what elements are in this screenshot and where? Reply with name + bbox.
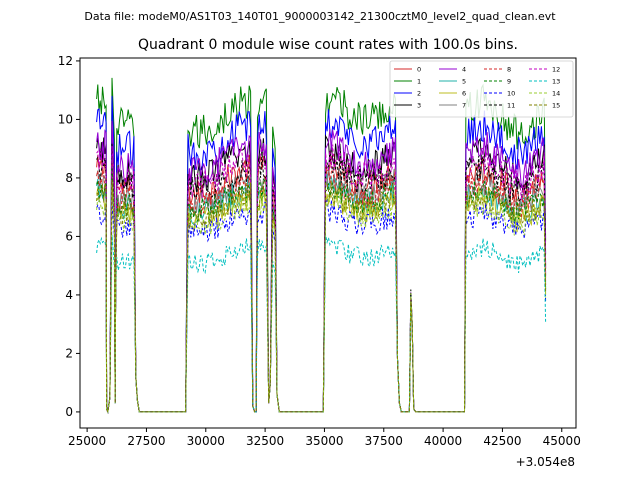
y-tick-label: 4 bbox=[65, 288, 73, 302]
x-tick-label: 37500 bbox=[365, 434, 403, 448]
legend-label-11: 11 bbox=[507, 102, 515, 110]
series-line-7 bbox=[96, 155, 547, 414]
series-line-13 bbox=[96, 234, 547, 414]
legend-label-1: 1 bbox=[417, 78, 421, 86]
suptitle: Data file: modeM0/AS1T03_140T01_90000031… bbox=[84, 10, 556, 23]
x-tick-label: 45000 bbox=[543, 434, 581, 448]
series-line-10 bbox=[96, 198, 547, 414]
legend-label-0: 0 bbox=[417, 66, 421, 74]
y-tick-label: 0 bbox=[65, 405, 73, 419]
legend-label-10: 10 bbox=[507, 90, 515, 98]
plot-area: 25000 27500 30000 32500 35000 37500 40000 42500… bbox=[58, 54, 581, 448]
legend-label-15: 15 bbox=[552, 102, 560, 110]
legend-label-4: 4 bbox=[462, 66, 466, 74]
x-tick-label: 25000 bbox=[68, 434, 106, 448]
series-line-6 bbox=[96, 180, 547, 414]
y-tick-label: 12 bbox=[58, 54, 73, 68]
legend-label-8: 8 bbox=[507, 66, 511, 74]
x-tick-label: 35000 bbox=[305, 434, 343, 448]
x-tick-label: 27500 bbox=[127, 434, 165, 448]
legend-label-13: 13 bbox=[552, 78, 560, 86]
x-offset-label: +3.054e8 bbox=[516, 455, 575, 469]
legend-frame bbox=[389, 60, 574, 118]
legend-label-7: 7 bbox=[462, 102, 466, 110]
legend-label-3: 3 bbox=[417, 102, 421, 110]
y-tick-label: 8 bbox=[65, 171, 73, 185]
x-tick-label: 30000 bbox=[187, 434, 225, 448]
series-layer bbox=[96, 77, 547, 414]
series-line-15 bbox=[96, 179, 547, 414]
x-tick-label: 40000 bbox=[424, 434, 462, 448]
series-line-4 bbox=[96, 120, 547, 414]
legend-label-5: 5 bbox=[462, 78, 466, 86]
legend-label-2: 2 bbox=[417, 90, 421, 98]
legend-label-6: 6 bbox=[462, 90, 466, 98]
axes-frame bbox=[79, 57, 577, 429]
x-tick-label: 42500 bbox=[483, 434, 521, 448]
series-line-2 bbox=[96, 95, 547, 414]
series-line-9 bbox=[96, 167, 547, 414]
x-axis: 25000 27500 30000 32500 35000 37500 40000 42500… bbox=[68, 428, 581, 448]
y-tick-label: 10 bbox=[58, 112, 73, 126]
legend-label-12: 12 bbox=[552, 66, 560, 74]
x-tick-label: 32500 bbox=[246, 434, 284, 448]
y-axis: 0 2 4 6 8 10 12 bbox=[58, 54, 80, 419]
chart-title: Quadrant 0 module wise count rates with … bbox=[138, 37, 518, 53]
y-tick-label: 2 bbox=[65, 346, 73, 360]
legend-label-14: 14 bbox=[552, 90, 560, 98]
legend-label-9: 9 bbox=[507, 78, 511, 86]
y-tick-label: 6 bbox=[65, 229, 73, 243]
series-line-12 bbox=[96, 144, 547, 414]
series-line-11 bbox=[96, 143, 547, 414]
